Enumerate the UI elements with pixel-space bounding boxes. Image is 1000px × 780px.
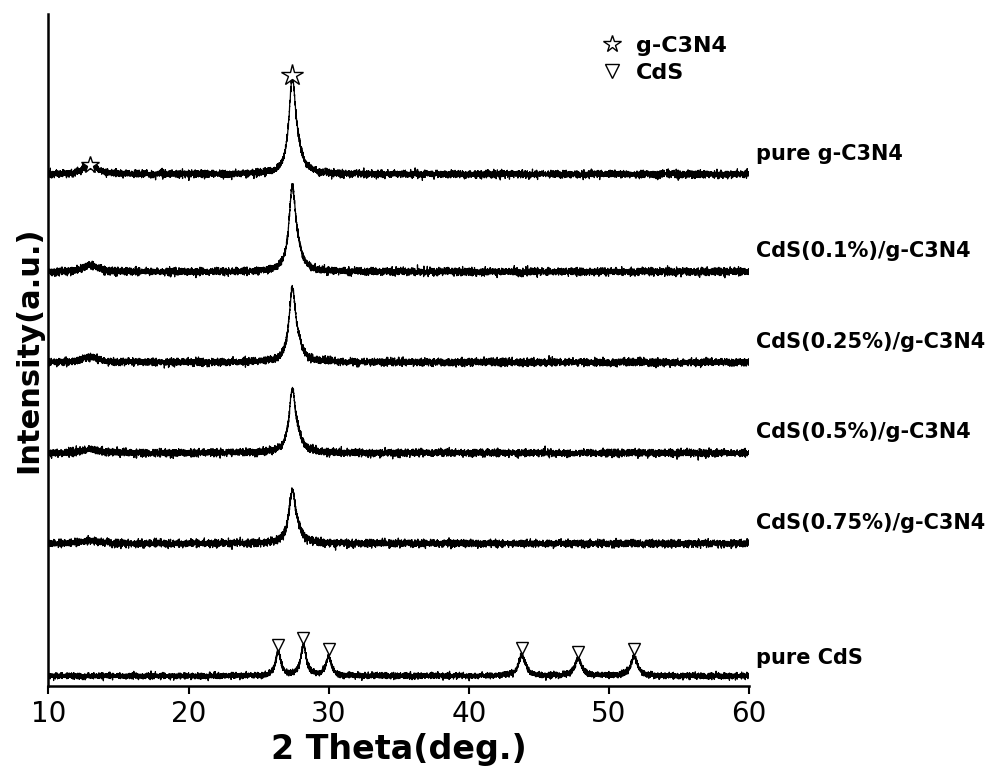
Y-axis label: Intensity(a.u.): Intensity(a.u.) (14, 227, 43, 473)
Text: CdS(0.25%)/g-C3N4: CdS(0.25%)/g-C3N4 (756, 332, 985, 352)
Text: pure g-C3N4: pure g-C3N4 (756, 144, 903, 164)
Text: pure CdS: pure CdS (756, 647, 863, 668)
X-axis label: 2 Theta(deg.): 2 Theta(deg.) (271, 733, 527, 766)
Legend: g-C3N4, CdS: g-C3N4, CdS (587, 25, 738, 94)
Text: CdS(0.5%)/g-C3N4: CdS(0.5%)/g-C3N4 (756, 423, 971, 442)
Text: CdS(0.75%)/g-C3N4: CdS(0.75%)/g-C3N4 (756, 513, 985, 533)
Text: CdS(0.1%)/g-C3N4: CdS(0.1%)/g-C3N4 (756, 241, 971, 261)
